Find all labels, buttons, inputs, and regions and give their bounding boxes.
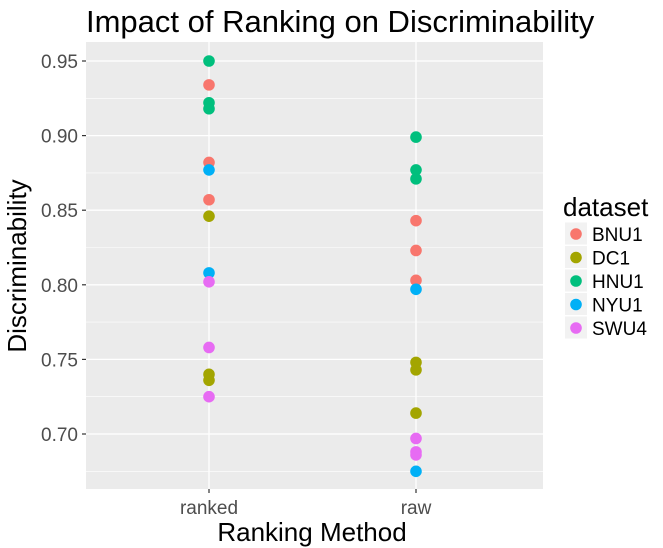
point-bnu1	[410, 214, 422, 227]
legend-title: dataset	[563, 192, 649, 222]
x-axis-ticks: ranked raw	[180, 489, 432, 519]
point-nyu1	[410, 283, 422, 296]
point-hnu1	[410, 164, 422, 176]
y-tick-label: 0.75	[41, 350, 78, 371]
legend-swatch-dc1	[570, 251, 582, 264]
point-nyu1	[410, 465, 422, 478]
y-tick-label: 0.90	[41, 127, 78, 148]
legend-label-swu4: SWU4	[592, 319, 647, 340]
legend-label-nyu1: NYU1	[592, 296, 643, 317]
x-tick-label-raw: raw	[401, 498, 432, 519]
point-hnu1	[203, 102, 215, 115]
legend-swatch-swu4	[570, 322, 582, 334]
point-swu4	[410, 449, 422, 461]
legend-swatch-nyu1	[570, 298, 582, 311]
point-dc1	[410, 407, 422, 419]
y-tick-label: 0.95	[41, 52, 78, 73]
point-nyu1	[203, 164, 215, 176]
y-tick-label: 0.85	[41, 201, 78, 222]
legend-label-dc1: DC1	[592, 249, 630, 270]
legend-label-hnu1: HNU1	[592, 272, 644, 293]
point-bnu1	[410, 274, 422, 287]
point-swu4	[203, 276, 215, 288]
point-nyu1	[203, 267, 215, 279]
point-dc1	[203, 374, 215, 387]
y-axis-ticks: 0.70 0.75 0.80 0.85 0.90 0.95	[41, 52, 86, 446]
point-hnu1	[410, 131, 422, 143]
point-hnu1	[410, 173, 422, 185]
legend-swatch-hnu1	[570, 275, 582, 287]
data-points	[203, 55, 422, 478]
point-dc1	[410, 364, 422, 376]
legend-label-bnu1: BNU1	[592, 225, 643, 246]
point-swu4	[203, 390, 215, 403]
point-bnu1	[203, 79, 215, 91]
point-bnu1	[203, 193, 215, 206]
point-hnu1	[203, 55, 215, 67]
x-tick-label-ranked: ranked	[180, 498, 238, 519]
legend-swatch-bnu1	[570, 228, 582, 240]
y-axis-title: Discriminability	[2, 179, 32, 352]
plot-panel	[86, 42, 543, 489]
point-dc1	[203, 210, 215, 222]
y-tick-label: 0.70	[41, 425, 78, 446]
y-tick-label: 0.80	[41, 276, 78, 297]
chart-title: Impact of Ranking on Discriminability	[86, 4, 595, 39]
point-swu4	[203, 341, 215, 354]
point-bnu1	[410, 244, 422, 257]
point-swu4	[410, 432, 422, 445]
x-axis-title: Ranking Method	[217, 517, 406, 547]
